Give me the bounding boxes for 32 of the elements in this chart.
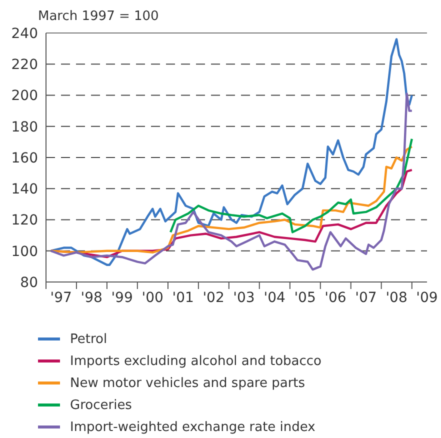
legend-label: Groceries (70, 398, 132, 412)
y-tick-label: 200 (11, 88, 38, 104)
y-tick-label: 240 (11, 26, 38, 42)
y-tick-label: 80 (20, 274, 38, 291)
x-tick-label: '09 (416, 290, 438, 306)
line-series (50, 92, 413, 271)
line-series (50, 146, 413, 254)
x-tick-label: '02 (202, 290, 224, 306)
chart-subtitle: March 1997 = 100 (38, 8, 160, 26)
y-tick-label: 100 (11, 244, 38, 260)
y-tick-label: 160 (11, 150, 38, 166)
x-tick-label: '00 (142, 290, 164, 306)
legend-label: Imports excluding alcohol and tobacco (70, 354, 322, 368)
x-tick-label: '03 (233, 290, 255, 306)
legend-label: New motor vehicles and spare parts (70, 376, 306, 390)
x-tick-label: '97 (50, 290, 72, 306)
x-tick-label: '99 (111, 290, 133, 306)
legend-label: Petrol (70, 332, 108, 346)
legend-label: Import-weighted exchange rate index (70, 420, 316, 434)
x-tick-label: '98 (80, 290, 102, 306)
y-tick-label: 180 (11, 119, 38, 136)
x-tick-label: '06 (324, 290, 346, 306)
y-tick-label: 140 (11, 182, 38, 198)
line-series (169, 138, 413, 234)
line-series (50, 38, 413, 266)
y-tick-label: 120 (11, 212, 38, 229)
x-tick-label: '05 (294, 290, 316, 306)
x-tick-label: '07 (355, 290, 377, 306)
x-tick-label: '04 (264, 290, 286, 306)
x-tick-label: '08 (386, 290, 408, 306)
y-tick-label: 220 (11, 57, 38, 74)
x-tick-label: '01 (172, 290, 194, 306)
